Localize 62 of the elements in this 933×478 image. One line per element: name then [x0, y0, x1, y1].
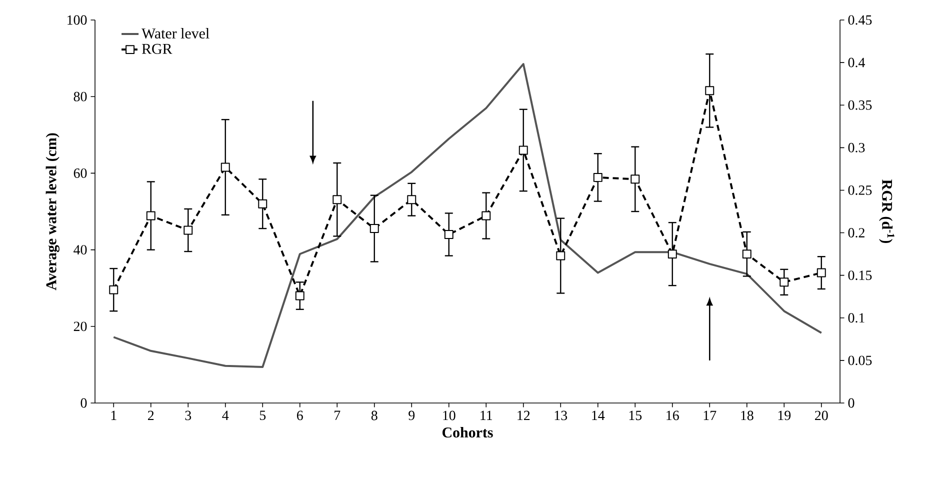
point	[258, 199, 268, 208]
y2-tick-label: 0.1	[848, 313, 864, 323]
x-tick-label: 11	[480, 410, 492, 420]
x-tick-label: 18	[741, 410, 754, 420]
y2-tick-label: 0.35	[848, 100, 872, 110]
point	[593, 172, 602, 182]
point	[370, 224, 379, 234]
point	[705, 86, 714, 96]
point	[295, 291, 304, 300]
point	[407, 195, 416, 204]
point	[482, 211, 491, 220]
x-tick-label: 6	[296, 410, 303, 420]
y-axis-title: Average water level (cm)	[46, 133, 60, 290]
x-tick-label: 9	[408, 410, 415, 420]
x-tick-label: 5	[260, 410, 266, 420]
y-tick-label: 0	[80, 398, 87, 408]
y2-axis-title: RGR (d$^{-1}$)	[879, 180, 894, 244]
y-tick-label: 40	[74, 245, 87, 255]
x-tick-label: 2	[148, 410, 154, 420]
point	[742, 250, 752, 259]
x-tick-label: 8	[371, 410, 378, 420]
x-tick-label: 7	[334, 410, 340, 420]
y-tick-label: 20	[74, 322, 87, 332]
y2-tick-label: 0.05	[848, 356, 872, 366]
y2-tick-label: 0.2	[848, 228, 864, 238]
point	[332, 195, 342, 204]
x-tick-label: 17	[704, 410, 716, 420]
line-series	[112, 63, 822, 368]
point	[518, 146, 528, 155]
y2-tick-label: 0.3	[848, 142, 865, 152]
point	[668, 250, 677, 259]
point	[184, 226, 193, 235]
x-tick-label: 12	[518, 410, 530, 420]
point	[780, 278, 789, 287]
y2-tick-label: 0.25	[848, 185, 872, 195]
point	[816, 268, 826, 278]
x-tick-label: 19	[778, 410, 791, 420]
legend-label: RGR	[142, 44, 172, 54]
x-tick-label: 4	[222, 410, 229, 420]
y-tick-label: 80	[74, 92, 87, 102]
point	[146, 211, 156, 220]
y2-tick-label: 0.45	[848, 15, 872, 25]
point	[630, 174, 640, 184]
x-axis-title: Cohorts	[442, 427, 493, 438]
y-tick-label: 60	[74, 168, 87, 178]
point	[444, 230, 454, 239]
y2-tick-label: 0	[848, 398, 854, 408]
x-tick-label: 15	[629, 410, 642, 420]
x-tick-label: 16	[666, 410, 679, 420]
y2-tick-label: 0.15	[848, 270, 872, 280]
x-tick-label: 20	[815, 410, 828, 420]
point	[556, 251, 566, 260]
point	[109, 285, 118, 294]
x-tick-label: 3	[185, 410, 192, 420]
x-tick-label: 14	[592, 410, 605, 420]
x-tick-label: 1	[111, 410, 116, 420]
point	[220, 162, 230, 172]
y2-tick-label: 0.4	[848, 58, 866, 68]
x-tick-label: 10	[443, 410, 456, 420]
legend-label: Water level	[142, 28, 210, 39]
y-tick-label: 100	[68, 15, 87, 25]
x-tick-label: 13	[554, 410, 568, 420]
